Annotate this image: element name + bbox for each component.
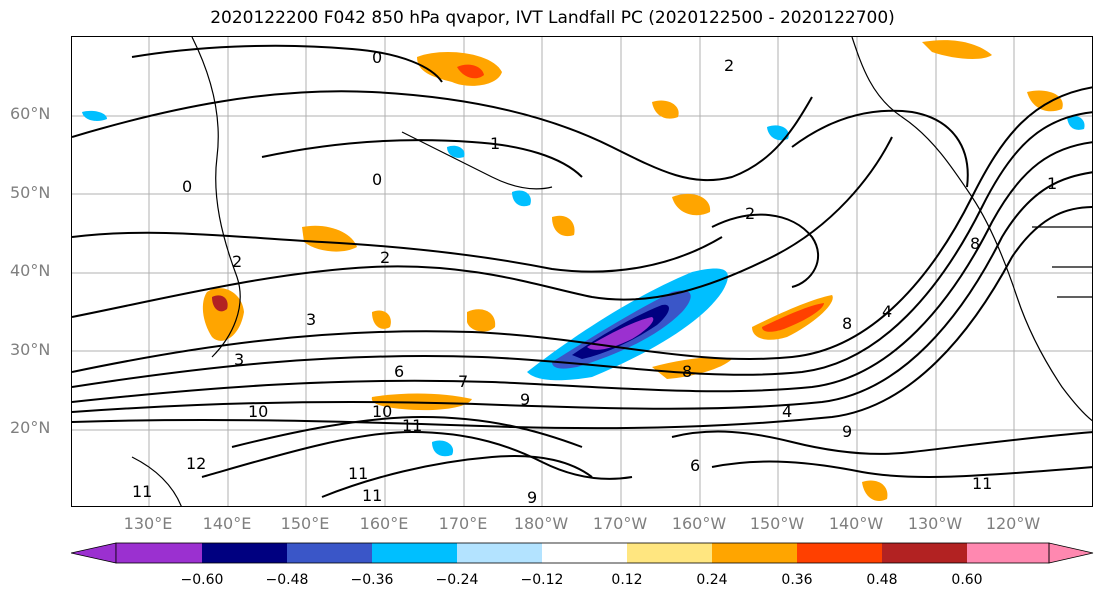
contour-label: 2	[232, 252, 242, 271]
contour-label: 11	[132, 482, 152, 501]
lon-label-130w: 130°W	[907, 514, 963, 533]
lat-label-40n: 40°N	[10, 261, 51, 280]
colorbar-segment	[797, 543, 882, 563]
contour-label: 2	[745, 204, 755, 223]
contour-lines	[72, 44, 1092, 498]
contour-label: 8	[842, 314, 852, 333]
contour-label: 8	[970, 234, 980, 253]
colorbar-extend-low	[71, 542, 117, 564]
coastlines	[131, 37, 1092, 506]
lon-label-140e: 140°E	[202, 514, 252, 533]
colorbar-segment	[287, 543, 372, 563]
lon-label-140w: 140°W	[828, 514, 884, 533]
colorbar-tick-label: −0.48	[265, 572, 309, 588]
contour-label: 10	[248, 402, 268, 421]
colorbar-segment	[627, 543, 712, 563]
contour-label: 10	[372, 402, 392, 421]
lon-label-130e: 130°E	[123, 514, 173, 533]
colorbar	[71, 542, 1094, 564]
colorbar-segment	[967, 543, 1049, 563]
contour-label: 12	[186, 454, 206, 473]
colorbar-tick-label: 0.24	[696, 572, 728, 588]
colorbar-segment	[372, 543, 457, 563]
contour-label: 8	[682, 362, 692, 381]
colorbar-tick-label: −0.24	[435, 572, 479, 588]
negative-anomaly-peak	[587, 317, 654, 350]
contour-label: 1	[490, 134, 500, 153]
lat-label-50n: 50°N	[10, 183, 51, 202]
contour-label: 9	[842, 422, 852, 441]
contour-label: 6	[394, 362, 404, 381]
contour-label: 3	[306, 310, 316, 329]
negative-anomaly-region	[527, 268, 728, 381]
colorbar-tick-label: 0.36	[781, 572, 813, 588]
colorbar-tick-label: 0.48	[866, 572, 898, 588]
contour-label: 0	[182, 177, 192, 196]
colorbar-segment	[882, 543, 967, 563]
lon-label-150w: 150°W	[749, 514, 805, 533]
colorbar-extend-high	[1048, 542, 1094, 564]
lon-label-160w: 160°W	[671, 514, 727, 533]
lon-label-160e: 160°E	[359, 514, 409, 533]
lon-label-170e: 170°E	[438, 514, 488, 533]
plot-title: 2020122200 F042 850 hPa qvapor, IVT Land…	[210, 8, 895, 28]
positive-anomaly-patches	[202, 40, 1063, 502]
colorbar-segment	[116, 543, 202, 563]
contour-label: 7	[458, 372, 468, 391]
contour-label: 6	[690, 456, 700, 475]
contour-label: 11	[362, 486, 382, 505]
contour-label: 9	[520, 390, 530, 409]
colorbar-segment	[542, 543, 627, 563]
lon-label-150e: 150°E	[280, 514, 330, 533]
colorbar-segment	[457, 543, 542, 563]
colorbar-segment	[202, 543, 287, 563]
contour-label: 11	[348, 464, 368, 483]
contour-label: 11	[402, 416, 422, 435]
colorbar-tick-label: −0.60	[180, 572, 224, 588]
colorbar-tick-label: −0.36	[350, 572, 394, 588]
colorbar-tick-label: −0.12	[520, 572, 564, 588]
map-panel: 0 0 0 1 1 2 2 2 3 3 6 7 8 8 9 9 10 10 11…	[71, 36, 1093, 507]
contour-label-group: 0 0 0 1 1 2 2 2 3 3 6 7 8 8 9 9 10 10 11…	[132, 48, 1057, 507]
contour-label: 2	[380, 248, 390, 267]
map-canvas: 0 0 0 1 1 2 2 2 3 3 6 7 8 8 9 9 10 10 11…	[72, 37, 1092, 507]
contour-label: 0	[372, 48, 382, 67]
lon-label-170w: 170°W	[592, 514, 648, 533]
lat-label-60n: 60°N	[10, 104, 51, 123]
lon-label-180w: 180°W	[513, 514, 569, 533]
lon-label-120w: 120°W	[985, 514, 1041, 533]
lat-label-30n: 30°N	[10, 340, 51, 359]
colorbar-tick-label: 0.60	[951, 572, 983, 588]
contour-label: 4	[782, 402, 792, 421]
contour-label: 11	[972, 474, 992, 493]
contour-label: 0	[372, 170, 382, 189]
contour-label: 1	[1047, 174, 1057, 193]
light-anomaly-patches	[82, 110, 1085, 457]
contour-label: 9	[527, 488, 537, 507]
contour-label: 4	[882, 302, 892, 321]
colorbar-segment	[712, 543, 797, 563]
colorbar-tick-label: 0.12	[611, 572, 643, 588]
contour-label: 2	[724, 56, 734, 75]
contour-label: 3	[234, 350, 244, 369]
lat-label-20n: 20°N	[10, 418, 51, 437]
